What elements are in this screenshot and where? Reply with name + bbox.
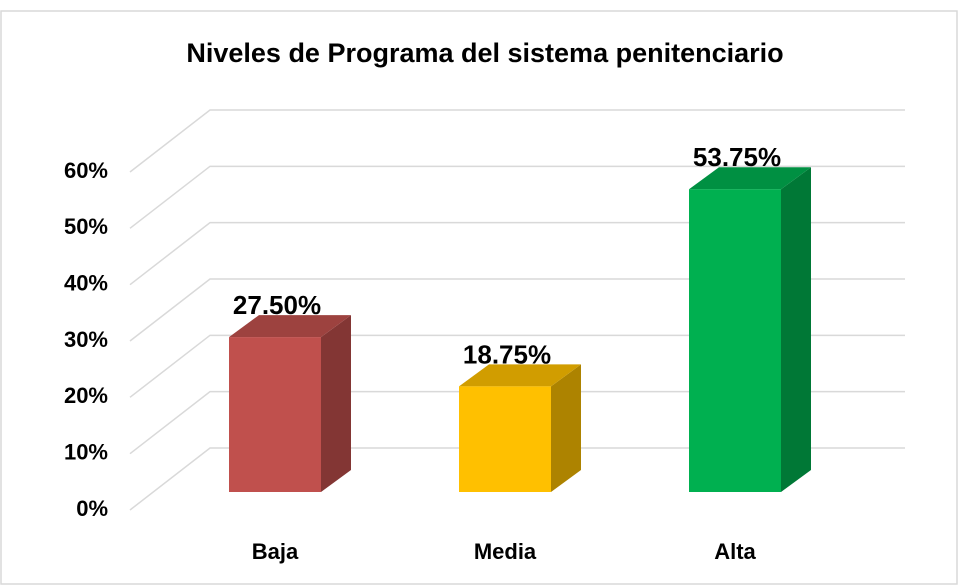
data-label: 53.75%	[693, 142, 781, 172]
bar	[229, 337, 321, 492]
bar-top	[689, 167, 811, 190]
y-tick-label: 20%	[64, 383, 108, 408]
y-tick-label: 60%	[64, 158, 108, 183]
chart-title: Niveles de Programa del sistema penitenc…	[186, 38, 783, 68]
bar	[459, 386, 551, 492]
bar-side	[781, 167, 811, 493]
y-tick-label: 10%	[64, 439, 108, 464]
x-tick-label: Baja	[252, 539, 299, 564]
y-tick-label: 40%	[64, 270, 108, 295]
y-tick-label: 0%	[76, 496, 108, 521]
grid-line	[129, 278, 905, 342]
bar-top	[229, 315, 351, 338]
grid-line	[129, 334, 905, 398]
grid-line	[129, 165, 905, 229]
bar-top	[459, 364, 581, 387]
grid-line	[129, 390, 905, 455]
x-tick-label: Media	[474, 539, 537, 564]
data-label: 27.50%	[233, 290, 321, 320]
grid-line	[129, 447, 905, 511]
data-label: 18.75%	[463, 339, 551, 369]
x-tick-label: Alta	[714, 539, 756, 564]
grid-line	[129, 221, 905, 286]
bar-side	[321, 315, 351, 492]
grid-line	[129, 109, 905, 173]
y-tick-label: 50%	[64, 214, 108, 239]
bar-side	[551, 364, 581, 492]
bar	[689, 189, 781, 493]
y-tick-label: 30%	[64, 327, 108, 352]
